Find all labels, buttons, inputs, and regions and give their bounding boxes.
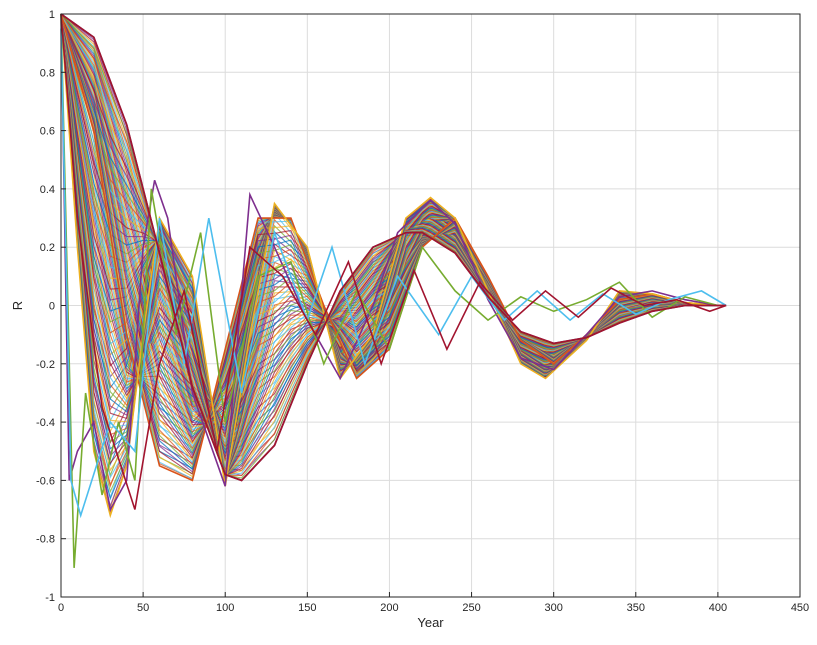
band-line — [60, 13, 725, 410]
y-tick-label: 1 — [49, 9, 55, 21]
y-tick-label: 0.4 — [40, 184, 55, 196]
x-tick-label: 450 — [791, 602, 809, 614]
x-tick-label: 150 — [298, 602, 316, 614]
x-tick-label: 50 — [137, 602, 149, 614]
series-line — [60, 13, 727, 568]
y-tick-label: 0.2 — [40, 242, 55, 254]
x-tick-label: 200 — [380, 602, 398, 614]
x-tick-label: 250 — [462, 602, 480, 614]
x-tick-label: 0 — [58, 602, 64, 614]
series-line — [60, 28, 727, 519]
y-tick-label: -0.4 — [36, 417, 55, 429]
y-tick-label: -1 — [45, 592, 55, 604]
band-line — [60, 13, 725, 414]
y-tick-label: -0.6 — [36, 475, 55, 487]
tick-layer: 0 50 100 150 200 250 300 350 400 450 -1 -0.8 -0.6 -0.… — [36, 9, 809, 614]
y-tick-label: -0.8 — [36, 534, 55, 546]
y-tick-label: -0.2 — [36, 359, 55, 371]
x-tick-label: 350 — [627, 602, 645, 614]
series-line — [60, 13, 727, 510]
y-tick-label: 0 — [49, 301, 55, 313]
x-tick-label: 100 — [216, 602, 234, 614]
x-axis-label: Year — [417, 615, 444, 630]
y-axis-label: R — [10, 301, 25, 310]
x-tick-label: 400 — [709, 602, 727, 614]
series-layer — [60, 13, 727, 568]
band-line — [60, 13, 725, 418]
series-line — [60, 13, 727, 512]
x-tick-label: 300 — [544, 602, 562, 614]
y-tick-label: 0.6 — [40, 126, 55, 138]
y-tick-label: 0.8 — [40, 67, 55, 79]
top-series-line — [60, 13, 727, 482]
